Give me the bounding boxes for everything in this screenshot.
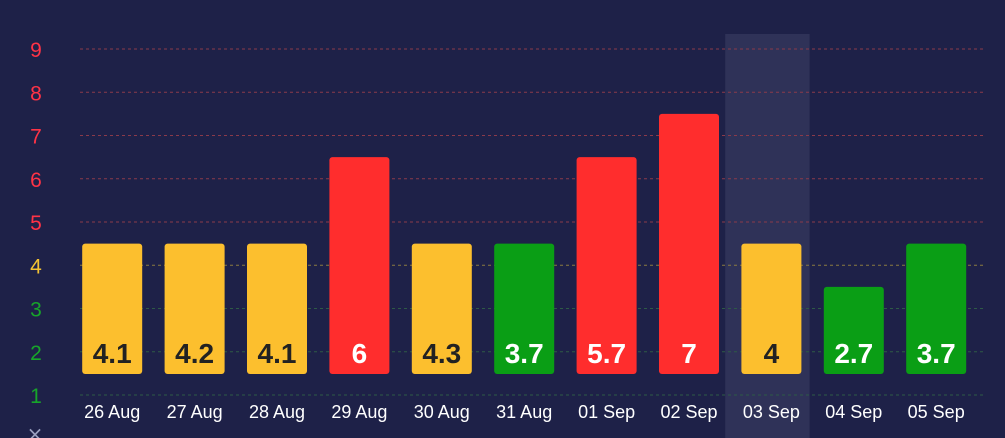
y-tick-label: 1 (30, 385, 42, 408)
y-tick-label: 9 (30, 39, 42, 62)
x-category-label: 28 Aug (249, 402, 305, 422)
bar-31-aug (494, 243, 555, 374)
y-tick-label: 2 (30, 342, 42, 365)
bar-value-label: 4.2 (175, 338, 214, 369)
bar-01-sep (576, 157, 637, 374)
x-category-label: 02 Sep (660, 402, 717, 422)
x-category-label: 04 Sep (825, 402, 882, 422)
x-category-label: 26 Aug (84, 402, 140, 422)
x-category-label: 30 Aug (414, 402, 470, 422)
x-category-label: 01 Sep (578, 402, 635, 422)
bar-26-aug (82, 243, 143, 374)
bar-27-aug (164, 243, 225, 374)
bar-04-sep (823, 286, 884, 374)
bar-value-label: 3.7 (505, 338, 544, 369)
y-tick-label: 8 (30, 82, 42, 105)
bar-29-aug (329, 157, 390, 374)
y-tick-label: 5 (30, 212, 42, 235)
bar-value-label: 4.1 (258, 338, 297, 369)
y-tick-label: 6 (30, 169, 42, 192)
bar-value-label: 5.7 (587, 338, 626, 369)
bar-value-label: 2.7 (834, 338, 873, 369)
bar-03-sep (741, 243, 802, 374)
bar-30-aug (411, 243, 472, 374)
y-tick-label: 3 (30, 299, 42, 322)
x-category-label: 05 Sep (908, 402, 965, 422)
x-category-label: 31 Aug (496, 402, 552, 422)
bar-value-label: 7 (681, 338, 697, 369)
bar-value-label: 4.3 (422, 338, 461, 369)
bar-value-label: 4 (764, 338, 780, 369)
x-category-label: 29 Aug (331, 402, 387, 422)
bar-value-label: 3.7 (917, 338, 956, 369)
bar-28-aug (247, 243, 307, 374)
bar-02-sep (659, 113, 719, 374)
x-category-label: 03 Sep (743, 402, 800, 422)
bar-05-sep (906, 243, 967, 374)
bar-value-label: 6 (352, 338, 368, 369)
axis-close-marker: × (27, 422, 44, 438)
x-category-label: 27 Aug (167, 402, 223, 422)
bar-value-label: 4.1 (93, 338, 132, 369)
y-tick-label: 7 (30, 126, 42, 149)
y-tick-label: 4 (30, 255, 42, 278)
highlight-band (725, 34, 810, 438)
